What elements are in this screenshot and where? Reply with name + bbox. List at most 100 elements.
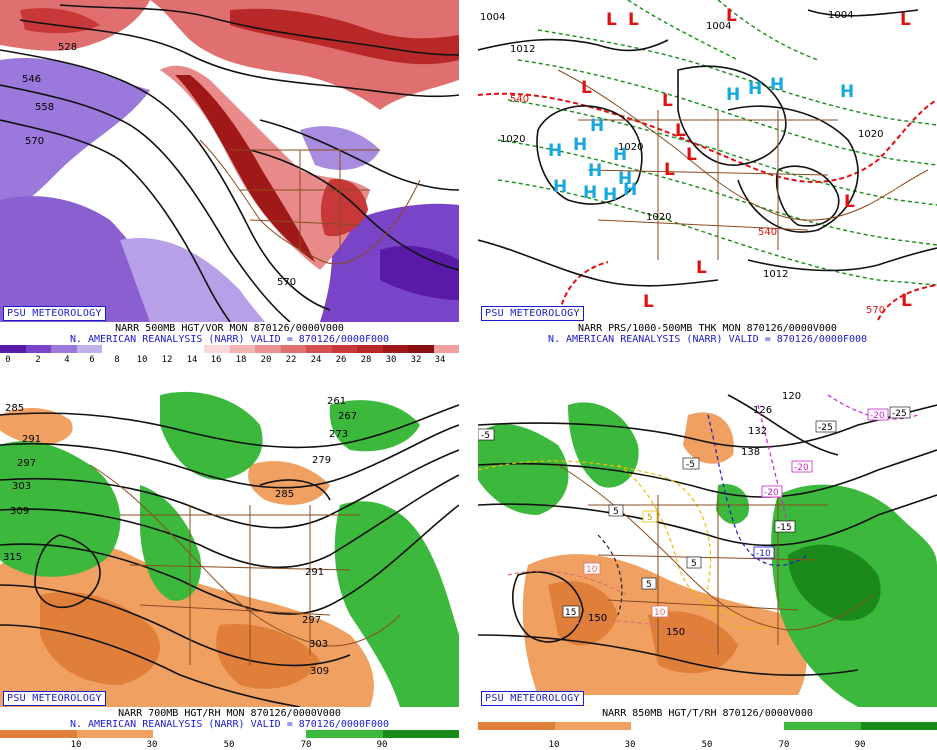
contour-label: 291	[22, 434, 41, 445]
vorticity-map-svg: 528 546 558 570 570	[0, 0, 459, 322]
high-pressure-symbol: H	[748, 79, 762, 99]
rh-colorbar	[478, 722, 937, 730]
high-pressure-symbol: H	[548, 141, 562, 161]
colorbar-swatch	[153, 730, 230, 738]
contour-label: 285	[275, 489, 294, 500]
colorbar-swatch	[306, 730, 383, 738]
colorbar-swatch	[408, 345, 434, 353]
map-borders	[199, 139, 421, 265]
colorbar-tick: 90	[376, 740, 388, 750]
colorbar-swatch	[76, 345, 102, 353]
colorbar-tick: 16	[210, 355, 222, 365]
vorticity-high-region	[150, 0, 459, 110]
high-pressure-symbol: H	[588, 161, 602, 181]
high-pressure-symbol: H	[726, 85, 740, 105]
colorbar-swatch	[76, 730, 153, 738]
rh-colorbar	[0, 730, 459, 738]
colorbar-swatch	[860, 722, 937, 730]
colorbar-swatch	[707, 722, 784, 730]
rh-colorbar-ticks: 10 30 50 70 90	[0, 740, 459, 750]
contour-label: 261	[327, 396, 346, 407]
colorbar-tick: 90	[854, 740, 866, 750]
contour-label: 138	[741, 447, 760, 458]
vorticity-colorbar	[0, 345, 459, 353]
colorbar-swatch	[25, 345, 51, 353]
temp-label: -20	[870, 411, 885, 421]
temp-label: -25	[818, 423, 833, 433]
contour-label: 120	[782, 391, 801, 402]
contour-label: 546	[22, 74, 41, 85]
vorticity-low-region	[120, 238, 265, 322]
low-pressure-symbol: L	[686, 145, 697, 165]
low-pressure-symbol: L	[662, 91, 673, 111]
psu-meteorology-badge: PSU METEOROLOGY	[481, 691, 584, 706]
contour-label: 273	[329, 429, 348, 440]
thickness-label: 540	[510, 94, 529, 105]
isobar-label: 1004	[706, 21, 731, 32]
colorbar-tick: 24	[310, 355, 322, 365]
contour-label: 315	[3, 552, 22, 563]
colorbar-tick: 14	[186, 355, 198, 365]
isobar-label: 1020	[646, 212, 671, 223]
colorbar-tick: 10	[548, 740, 560, 750]
contour-label: 297	[17, 458, 36, 469]
vorticity-low-region	[0, 196, 170, 322]
dry-regions-core	[40, 591, 320, 689]
low-pressure-symbol: L	[628, 10, 639, 30]
vorticity-high-region	[175, 75, 315, 262]
contour-label: 285	[5, 403, 24, 414]
contour-label: 297	[302, 615, 321, 626]
contour-label: 570	[277, 277, 296, 288]
panel-850mb-temp-rh: 120 126 132 138 150 150 -5 -5 5 5 5 5	[478, 385, 937, 750]
low-pressure-symbol: L	[664, 160, 675, 180]
colorbar-tick: 10	[70, 740, 82, 750]
colorbar-swatch	[382, 730, 459, 738]
height-contours	[478, 394, 937, 677]
low-pressure-symbol: L	[581, 78, 592, 98]
colorbar-tick: 70	[300, 740, 312, 750]
colorbar-tick: 0	[5, 355, 11, 365]
isobar-label: 1004	[480, 12, 505, 23]
moist-regions-core	[788, 544, 881, 621]
colorbar-swatch	[357, 345, 383, 353]
contour-label: 132	[748, 426, 767, 437]
colorbar-swatch	[280, 345, 306, 353]
panel-pressure-thickness: 1004 1012 1020 1020 1020 1012 1020 1004 …	[478, 0, 937, 365]
colorbar-tick: 8	[114, 355, 120, 365]
colorbar-tick: 30	[385, 355, 397, 365]
isobar-label: 1020	[858, 129, 883, 140]
caption-valid: N. AMERICAN REANALYSIS (NARR) VALID = 87…	[69, 334, 390, 345]
vorticity-colorbar-ticks: 0 2 4 6 8 10 12 14 16 18 20 22 24 26 28 …	[0, 355, 459, 365]
colorbar-swatch	[631, 722, 708, 730]
temp-label: 5	[646, 580, 652, 590]
temp-label: 5	[647, 513, 653, 523]
low-pressure-symbol: L	[844, 192, 855, 212]
colorbar-swatch	[229, 345, 255, 353]
low-pressure-symbol: L	[675, 121, 686, 141]
low-pressure-symbol: L	[901, 291, 912, 311]
contour-label: 570	[25, 136, 44, 147]
map-850mb-temp-rh: 120 126 132 138 150 150 -5 -5 5 5 5 5	[478, 385, 937, 707]
low-pressure-symbol: L	[643, 292, 654, 312]
rh850-map-svg: 120 126 132 138 150 150 -5 -5 5 5 5 5	[478, 385, 937, 707]
contour-label: 309	[10, 506, 29, 517]
temp-label: -10	[756, 549, 771, 559]
contour-label: 309	[310, 666, 329, 677]
colorbar-tick: 6	[89, 355, 95, 365]
contour-label: 528	[58, 42, 77, 53]
high-pressure-symbol: H	[840, 82, 854, 102]
temp-label: -5	[686, 460, 695, 470]
colorbar-swatch	[331, 345, 357, 353]
high-pressure-symbol: H	[618, 169, 632, 189]
temp-label: -25	[892, 409, 907, 419]
colorbar-swatch	[382, 345, 408, 353]
colorbar-swatch	[229, 730, 306, 738]
contour-label: 150	[666, 627, 685, 638]
vorticity-low-region	[300, 126, 380, 170]
colorbar-tick: 4	[64, 355, 70, 365]
isobars	[478, 9, 937, 287]
contour-label: 558	[35, 102, 54, 113]
temp-label: 5	[613, 507, 619, 517]
thickness-label: 540	[758, 227, 777, 238]
map-pressure-thickness: 1004 1012 1020 1020 1020 1012 1020 1004 …	[478, 0, 937, 322]
